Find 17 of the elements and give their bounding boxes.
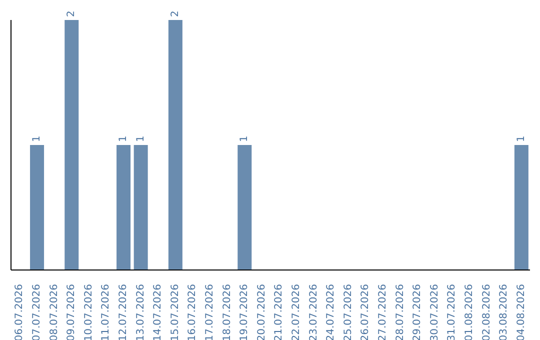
x-tick-label: 17.07.2026 [204, 284, 216, 340]
x-tick-label: 16.07.2026 [187, 284, 198, 340]
x-tick-label: 11.07.2026 [100, 284, 112, 340]
data-label: 1 [32, 136, 43, 142]
x-tick-label: 15.07.2026 [170, 284, 181, 340]
data-label: 1 [516, 136, 527, 142]
x-tick-label: 12.07.2026 [118, 284, 129, 340]
x-tick-label: 10.07.2026 [83, 284, 94, 340]
data-label: 1 [135, 136, 146, 142]
x-tick-label: 14.07.2026 [152, 284, 164, 340]
data-label: 2 [170, 10, 181, 17]
data-label: 1 [118, 136, 130, 142]
x-tick-label: 19.07.2026 [239, 284, 250, 340]
data-label: 1 [239, 136, 250, 142]
x-tick-label: 13.07.2026 [135, 284, 146, 340]
x-tick-label: 18.07.2026 [222, 284, 233, 340]
data-label: 2 [66, 10, 78, 17]
